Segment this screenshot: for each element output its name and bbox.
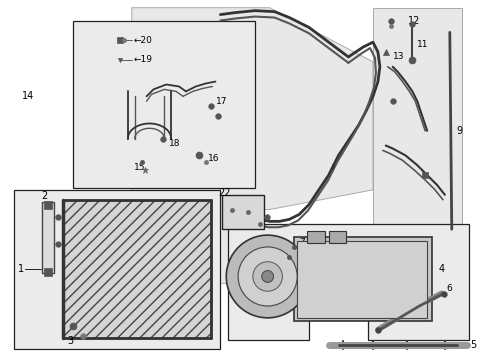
Text: 11: 11 bbox=[417, 40, 429, 49]
Bar bbox=[73, 21, 255, 188]
Text: 5: 5 bbox=[470, 341, 477, 350]
Text: 6: 6 bbox=[447, 284, 453, 293]
Polygon shape bbox=[373, 8, 462, 249]
Text: 13: 13 bbox=[392, 53, 404, 62]
Text: 4: 4 bbox=[439, 264, 445, 274]
Circle shape bbox=[253, 262, 282, 291]
Polygon shape bbox=[228, 224, 469, 341]
Text: 17: 17 bbox=[216, 97, 227, 106]
Text: 7: 7 bbox=[299, 238, 305, 247]
Text: 9: 9 bbox=[457, 126, 463, 136]
Bar bbox=[222, 195, 264, 229]
Bar bbox=[294, 237, 432, 321]
Text: ←20: ←20 bbox=[134, 36, 152, 45]
Bar bbox=[329, 231, 346, 243]
Text: 22: 22 bbox=[219, 188, 231, 198]
Text: 3: 3 bbox=[68, 337, 74, 346]
Text: 14: 14 bbox=[22, 91, 34, 101]
Text: 15: 15 bbox=[134, 163, 145, 172]
Bar bbox=[307, 231, 325, 243]
Text: 21: 21 bbox=[289, 278, 302, 288]
Polygon shape bbox=[132, 8, 373, 283]
Text: 2: 2 bbox=[41, 191, 48, 201]
Bar bbox=[297, 241, 427, 318]
Text: 16: 16 bbox=[208, 154, 219, 163]
Bar bbox=[42, 202, 54, 273]
Bar bbox=[14, 190, 220, 349]
Circle shape bbox=[238, 247, 297, 306]
Text: 18: 18 bbox=[169, 139, 181, 148]
Circle shape bbox=[262, 271, 273, 282]
Text: ←19: ←19 bbox=[134, 55, 153, 64]
Text: 12: 12 bbox=[408, 15, 420, 26]
Circle shape bbox=[226, 235, 309, 318]
Text: 10: 10 bbox=[234, 213, 245, 222]
Text: 8: 8 bbox=[279, 262, 284, 271]
Bar bbox=[63, 200, 211, 338]
Text: 1: 1 bbox=[18, 264, 24, 274]
